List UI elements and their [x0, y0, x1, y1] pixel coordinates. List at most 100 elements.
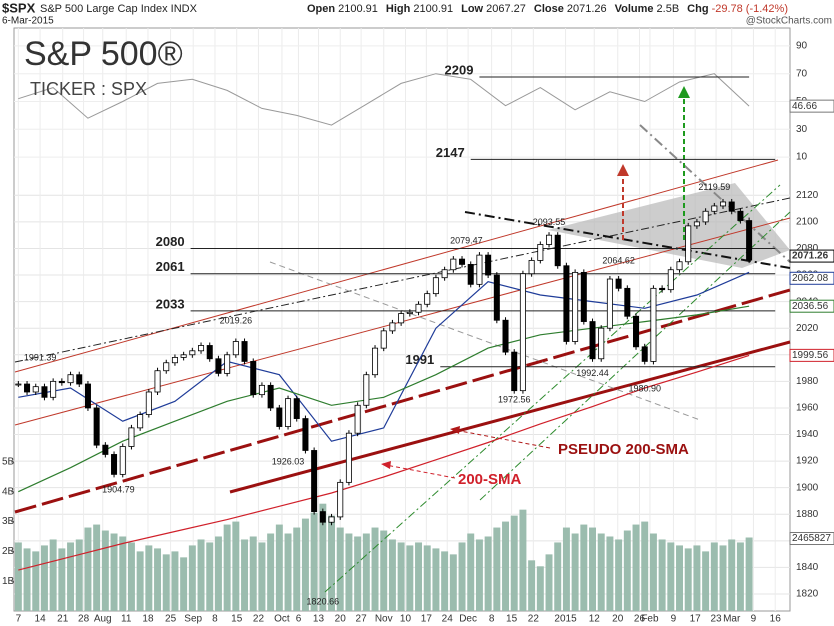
candle-body — [432, 277, 439, 295]
candle-body — [50, 380, 57, 398]
volume-bar — [684, 548, 692, 611]
x-tick-label: 22 — [528, 614, 540, 625]
dash-dot-line — [464, 211, 791, 269]
quote-label: Low — [461, 3, 483, 15]
price-candles — [15, 198, 753, 526]
volume-bar — [75, 539, 83, 611]
candle-body — [285, 398, 292, 427]
candle-body — [232, 341, 239, 356]
high-label: 2093.55 — [533, 217, 566, 227]
last-value: 1999.56 — [792, 350, 829, 361]
dash-dot-line — [14, 197, 791, 363]
volume-bar — [658, 539, 666, 611]
candle-body — [676, 261, 683, 271]
y-tick-label: 1920 — [796, 456, 819, 467]
labels: 1991.39 2019.26 2079.47 2093.55 2064.62 2119.… — [24, 99, 834, 606]
candle-body — [180, 354, 187, 358]
overlay-subtitle: TICKER : SPX — [30, 79, 147, 99]
candle-body — [32, 386, 39, 393]
volume-bar — [458, 542, 466, 611]
candle-body — [615, 278, 622, 289]
x-tick-label: 13 — [313, 614, 325, 625]
candle-body — [398, 313, 405, 324]
volume-bar — [415, 542, 423, 611]
annotation: PSEUDO 200-SMA — [558, 441, 689, 458]
green-trend — [479, 211, 791, 501]
y-tick-label: 1980 — [796, 376, 819, 387]
y-tick-label: 2020 — [796, 323, 819, 334]
x-tick-label: 26 — [634, 614, 646, 625]
candle-body — [154, 370, 161, 393]
volume-bar — [710, 542, 718, 611]
x-tick-label: Dec — [459, 614, 477, 625]
volume-bar — [641, 521, 649, 611]
volume-bar — [432, 548, 440, 611]
x-tick-label: 12 — [589, 614, 601, 625]
volume-bar — [702, 551, 710, 611]
arrow-head — [450, 426, 460, 434]
x-tick-label: 20 — [612, 614, 624, 625]
candle-body — [476, 254, 483, 285]
high-label: 2064.62 — [602, 255, 635, 265]
candle-body — [693, 221, 700, 227]
x-tick-label: 25 — [165, 614, 177, 625]
level-label: 2080 — [156, 234, 185, 249]
candle-body — [76, 374, 83, 385]
candle-body — [641, 346, 648, 362]
candle-body — [311, 450, 318, 512]
volume-bar — [510, 515, 518, 611]
low-label: 1926.03 — [272, 456, 305, 466]
volume-bar — [728, 539, 736, 611]
volume-bar — [223, 524, 231, 611]
candle-body — [441, 269, 448, 279]
candle-body — [554, 234, 561, 267]
x-tick-label: Feb — [641, 614, 659, 625]
volume-bar — [319, 503, 327, 611]
candle-body — [389, 322, 396, 332]
quote-label: Volume — [615, 3, 654, 15]
candle-body — [145, 391, 152, 415]
candle-body — [511, 351, 518, 392]
x-tick-label: 9 — [671, 614, 677, 625]
candle-body — [84, 383, 91, 409]
volume-bars: 1B 2B 3B 4B 5B — [2, 457, 753, 611]
candle-body — [650, 287, 657, 362]
candle-body — [258, 384, 265, 396]
volume-bar — [93, 524, 101, 611]
last-value-box — [789, 99, 834, 113]
volume-bar — [127, 542, 135, 611]
x-tick-label: 2015 — [554, 614, 577, 625]
last-value-box — [789, 532, 834, 546]
candle-body — [128, 427, 135, 447]
credit: @StockCharts.com — [746, 16, 832, 27]
volume-bar — [536, 566, 544, 611]
volume-bar — [649, 533, 657, 611]
y-tick-label: 2080 — [796, 243, 819, 254]
candle-body — [302, 418, 309, 451]
candle-body — [189, 350, 196, 356]
candle-body — [215, 358, 222, 374]
volume-bar — [745, 537, 753, 611]
candle-body — [319, 511, 326, 523]
volume-bar — [67, 542, 75, 611]
moving-average — [18, 305, 750, 493]
candle-body — [450, 258, 457, 271]
annotation-arrow — [454, 429, 551, 449]
x-tick-label: 15 — [231, 614, 243, 625]
x-tick-label: Sep — [184, 614, 202, 625]
candle-body — [380, 330, 387, 349]
date: 6-Mar-2015 — [2, 16, 54, 27]
volume-bar — [32, 551, 40, 611]
high-label: 2019.26 — [220, 316, 253, 326]
candle-body — [424, 293, 431, 305]
last-value: 2036.56 — [792, 301, 829, 312]
x-tick-label: Oct — [274, 614, 290, 625]
x-tick-label: 15 — [506, 614, 518, 625]
volume-bar — [180, 557, 188, 611]
candle-body — [67, 374, 74, 384]
high-label: 2119.59 — [698, 182, 730, 192]
volume-bar — [171, 551, 179, 611]
volume-bar — [284, 533, 292, 611]
